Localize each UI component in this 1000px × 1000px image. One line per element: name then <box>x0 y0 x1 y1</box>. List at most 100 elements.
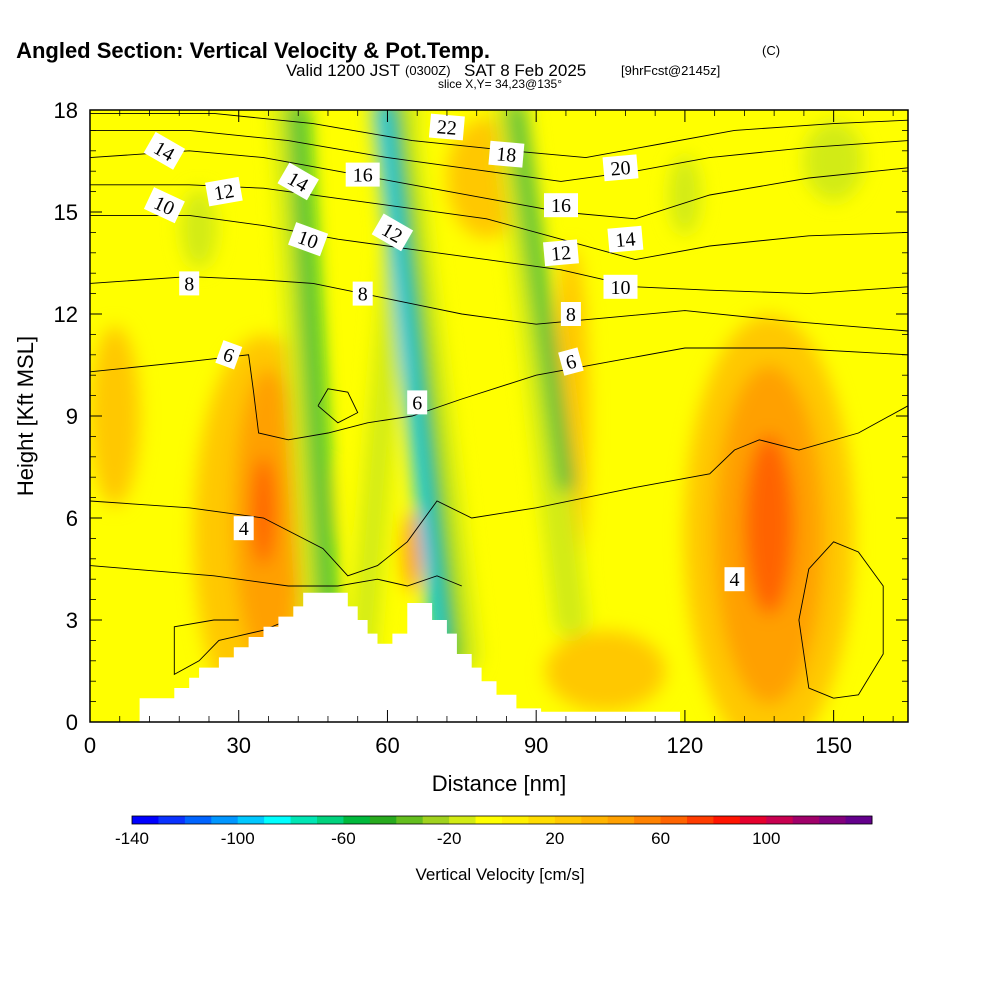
contour-label-box <box>407 390 428 415</box>
contour-label: 22 <box>428 113 465 141</box>
contour-label: 10 <box>143 187 185 224</box>
colorbar-tick-label: 20 <box>545 829 564 848</box>
colorbar-swatch <box>528 816 556 824</box>
theta-contour-6 <box>90 347 908 441</box>
contour-label-text: 8 <box>184 273 194 295</box>
contour-label-box <box>215 340 243 370</box>
velocity-cell <box>668 155 701 235</box>
y-tick-label: 6 <box>66 506 78 531</box>
contour-label-box <box>179 271 200 296</box>
contour-label-text: 14 <box>615 228 637 252</box>
y-tick-label: 0 <box>66 710 78 735</box>
colorbar-swatch <box>317 816 344 824</box>
contour-label-box <box>143 131 186 170</box>
velocity-cell <box>402 512 423 592</box>
colorbar-swatch <box>449 816 477 824</box>
copyright-mark: (C) <box>762 43 780 58</box>
colorbar-swatch <box>184 816 212 824</box>
velocity-band <box>376 110 444 643</box>
colorbar-swatch <box>422 816 450 824</box>
valid-time-utc: (0300Z) <box>405 63 451 78</box>
velocity-band <box>289 110 342 697</box>
colorbar-tick-label: -60 <box>331 829 356 848</box>
theta-contour-4 <box>90 565 462 587</box>
contour-label-box <box>233 516 254 541</box>
colorbar-swatch <box>607 816 635 824</box>
theta-contour-18 <box>90 112 908 159</box>
y-tick-label: 3 <box>66 608 78 633</box>
contour-label-box <box>143 187 185 224</box>
colorbar-swatch <box>739 816 767 824</box>
colorbar-swatch <box>237 816 265 824</box>
contour-label: 6 <box>407 390 428 415</box>
colorbar-swatch <box>687 816 714 824</box>
contour-label: 10 <box>603 274 638 299</box>
valid-time-label: Valid 1200 JST <box>286 61 400 80</box>
contour-label: 18 <box>488 140 525 168</box>
colorbar-tick-label: 60 <box>651 829 670 848</box>
contour-label-text: 16 <box>551 195 571 217</box>
contour-label: 8 <box>352 281 373 306</box>
x-tick-label: 90 <box>524 733 548 758</box>
colorbar-tick-label: 100 <box>752 829 780 848</box>
contour-label: 20 <box>602 154 639 182</box>
colorbar-swatch <box>475 816 503 824</box>
contour-label-text: 12 <box>212 180 236 205</box>
chart-title: Angled Section: Vertical Velocity & Pot.… <box>16 38 490 63</box>
contour-label-box <box>607 225 644 253</box>
velocity-band <box>508 110 574 492</box>
x-axis-label: Distance [nm] <box>432 771 567 796</box>
valid-date: SAT 8 Feb 2025 <box>464 61 586 80</box>
contour-label: 16 <box>345 162 380 187</box>
contour-label: 8 <box>560 302 581 326</box>
contour-label-text: 6 <box>412 392 422 414</box>
contour-label: 8 <box>179 271 200 296</box>
colorbar-label: Vertical Velocity [cm/s] <box>415 865 584 884</box>
contour-label-text: 4 <box>730 569 740 591</box>
y-tick-label: 9 <box>66 404 78 429</box>
contour-label: 6 <box>215 340 243 370</box>
x-tick-label: 150 <box>815 733 852 758</box>
colorbar-swatch <box>343 816 371 824</box>
contour-label-box <box>428 113 465 141</box>
contour-label: 12 <box>543 239 579 267</box>
velocity-cell <box>251 456 276 567</box>
contour-label-box <box>352 281 373 306</box>
colorbar-swatch <box>264 816 292 824</box>
contour-label: 4 <box>724 567 745 592</box>
colorbar-swatch <box>634 816 662 824</box>
theta-contour-10 <box>90 214 908 295</box>
colorbar-swatch <box>396 816 424 824</box>
velocity-cell <box>803 121 864 201</box>
contour-label: 16 <box>544 193 578 218</box>
y-axis-label: Height [Kft MSL] <box>13 336 38 496</box>
terrain-mask <box>139 592 680 722</box>
colorbar-swatch <box>158 816 186 824</box>
colorbar-swatch <box>845 816 873 824</box>
colorbar-swatch <box>713 816 741 824</box>
slice-info: slice X,Y= 34,23@135° <box>438 77 562 91</box>
colorbar-swatch <box>766 816 794 824</box>
contour-label-text: 4 <box>239 518 249 540</box>
x-tick-label: 30 <box>226 733 250 758</box>
contour-label-text: 20 <box>610 157 632 181</box>
contour-label-box <box>277 162 319 201</box>
velocity-cell <box>545 631 666 711</box>
colorbar-swatch <box>581 816 609 824</box>
colorbar-swatch <box>290 816 318 824</box>
contour-label-text: 8 <box>566 304 576 326</box>
colorbar-swatch <box>792 816 820 824</box>
x-tick-label: 120 <box>667 733 704 758</box>
colorbar-frame <box>131 815 873 825</box>
theta-contours <box>90 112 908 699</box>
colorbar-swatch <box>554 816 582 824</box>
contour-label-box <box>724 567 745 592</box>
velocity-cell <box>181 189 218 269</box>
velocity-cell <box>90 326 140 506</box>
contour-label-text: 16 <box>353 165 373 187</box>
x-tick-label: 60 <box>375 733 399 758</box>
contour-label-box <box>543 239 579 267</box>
y-tick-label: 12 <box>54 302 78 327</box>
